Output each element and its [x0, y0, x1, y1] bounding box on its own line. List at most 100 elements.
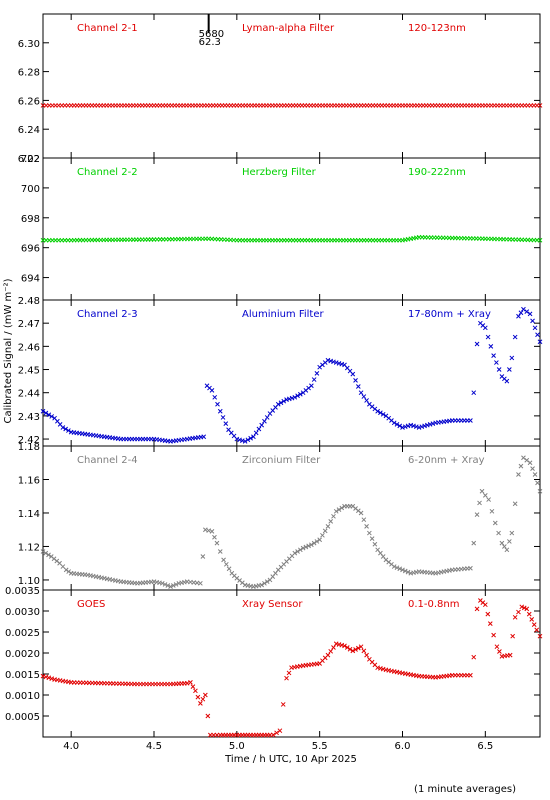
- data-point: [275, 401, 281, 407]
- data-point: [391, 420, 397, 426]
- data-point: [259, 582, 265, 588]
- data-point: [364, 652, 369, 658]
- data-point: [537, 103, 543, 108]
- x-tick-label: 6.0: [395, 741, 411, 752]
- data-point: [322, 528, 328, 534]
- data-point: [206, 528, 212, 533]
- data-point: [512, 614, 518, 620]
- data-point: [309, 542, 314, 548]
- data-point: [331, 645, 336, 650]
- data-point: [306, 543, 311, 549]
- data-point: [524, 606, 530, 612]
- y-tick-label: 0.0025: [5, 628, 40, 639]
- data-point: [367, 530, 372, 536]
- data-point: [336, 507, 342, 512]
- data-point: [214, 540, 220, 546]
- data-point: [251, 434, 256, 440]
- event-marker-label: 5680: [199, 29, 224, 40]
- data-point: [209, 529, 215, 534]
- data-point: [303, 544, 309, 550]
- data-point: [468, 565, 473, 571]
- data-point: [66, 428, 71, 433]
- data-point: [202, 692, 208, 698]
- panel-2: 694 696 698 700 702 Channel 2-2 Herzberg Filte…: [21, 154, 543, 301]
- data-point: [537, 237, 543, 243]
- data-point: [173, 582, 179, 587]
- data-point: [353, 377, 358, 383]
- data-point: [516, 313, 521, 319]
- data-point: [292, 550, 298, 556]
- data-point: [328, 648, 334, 654]
- data-point: [63, 426, 68, 432]
- data-point: [245, 437, 251, 443]
- data-point: [60, 425, 66, 430]
- data-point: [534, 627, 540, 633]
- data-point: [325, 652, 331, 658]
- data-point: [280, 702, 286, 707]
- y-tick-label: 700: [21, 184, 40, 195]
- data-point: [518, 463, 524, 469]
- data-point: [477, 500, 482, 506]
- data-point: [504, 378, 510, 384]
- data-point: [516, 472, 521, 477]
- channel-label: Channel 2-2: [77, 167, 138, 178]
- data-point: [471, 654, 477, 660]
- data-point: [223, 561, 229, 567]
- y-tick-label: 2.43: [18, 412, 40, 423]
- y-tick-label: 694: [21, 274, 40, 285]
- panel-4: 1.10 1.12 1.14 1.16 1.18 Channel 2-4 Zirconium…: [18, 442, 543, 591]
- data-point: [487, 621, 493, 626]
- y-tick-label: 696: [21, 244, 40, 255]
- y-tick-label: 6.30: [18, 39, 40, 50]
- data-point: [378, 410, 383, 416]
- data-point: [339, 505, 345, 511]
- data-point: [512, 334, 518, 340]
- data-point: [512, 501, 518, 507]
- data-point: [256, 426, 262, 432]
- data-point: [220, 415, 226, 420]
- x-tick-label: 5.5: [312, 741, 328, 752]
- y-tick-label: 2.44: [18, 389, 40, 400]
- data-point: [509, 355, 515, 361]
- data-point: [284, 675, 289, 681]
- data-point: [510, 633, 516, 639]
- data-point: [217, 549, 223, 554]
- data-point: [358, 510, 364, 516]
- data-point: [361, 517, 367, 523]
- data-point: [391, 564, 397, 569]
- data-point: [309, 383, 314, 389]
- y-tick-label: 0.0010: [5, 691, 40, 702]
- data-point: [270, 732, 276, 738]
- data-point: [506, 539, 512, 544]
- data-point: [506, 367, 512, 372]
- channel-label: GOES: [77, 599, 105, 610]
- data-point: [491, 353, 496, 358]
- x-tick-label: 5.0: [229, 741, 245, 752]
- data-point: [364, 524, 369, 529]
- y-axis-title: Calibrated Signal / (mW m⁻²): [3, 278, 14, 423]
- panels-layer: 6.22 6.24 6.26 6.28 6.30 Channel 2-1 Lyman-alp…: [5, 13, 543, 738]
- data-point: [537, 339, 543, 345]
- data-point: [485, 334, 491, 340]
- data-point: [479, 488, 485, 494]
- data-point: [364, 398, 369, 403]
- data-point: [524, 309, 530, 314]
- data-point: [350, 371, 356, 377]
- data-point: [264, 415, 270, 420]
- y-tick-label: 6.22: [18, 154, 40, 165]
- data-point: [193, 688, 198, 694]
- data-point: [535, 332, 540, 338]
- y-tick-label: 2.48: [18, 296, 40, 307]
- data-point: [43, 550, 49, 556]
- y-tick-label: 1.16: [18, 475, 40, 486]
- data-point: [63, 567, 69, 573]
- data-point: [295, 549, 300, 554]
- data-point: [264, 579, 270, 584]
- y-tick-label: 698: [21, 214, 40, 225]
- data-point: [350, 648, 356, 654]
- data-point: [496, 530, 501, 536]
- data-point: [482, 602, 488, 608]
- x-axis: 4.0 4.5 5.0 5.5 6.0 6.5: [63, 741, 493, 752]
- data-point: [488, 343, 494, 349]
- data-point: [527, 460, 533, 466]
